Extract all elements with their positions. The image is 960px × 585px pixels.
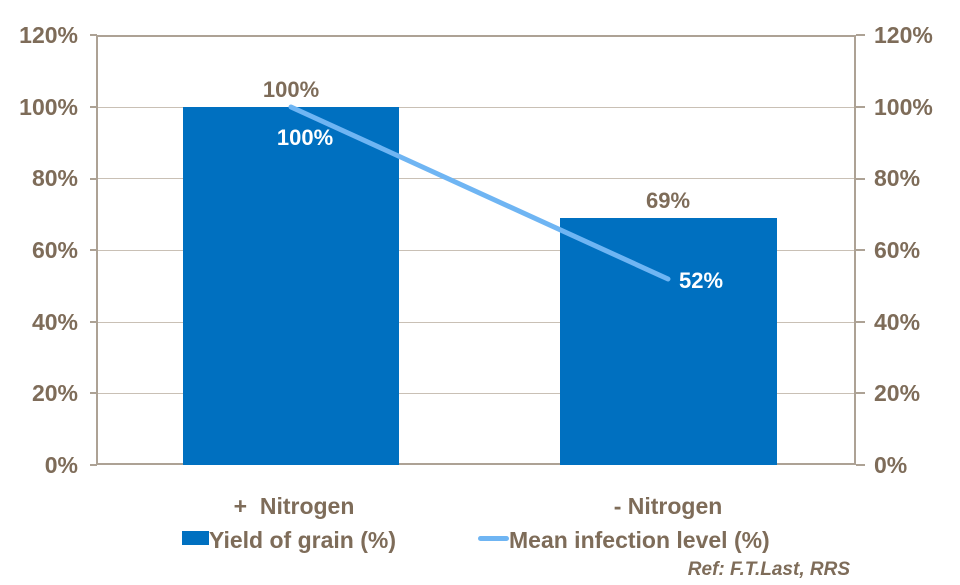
- bar-label-minus-nitrogen: 69%: [645, 188, 691, 213]
- left-tick: [90, 249, 97, 251]
- left-tick: [90, 34, 97, 36]
- y-axis-left-label-0: 0%: [44, 452, 78, 478]
- left-tick: [90, 464, 97, 466]
- gridline-20: [98, 393, 854, 394]
- y-axis-left-label-100: 100%: [19, 94, 78, 120]
- y-axis-right-label-20: 20%: [874, 380, 921, 406]
- left-tick: [90, 178, 97, 180]
- legend-item-yield: Yield of grain (%): [182, 526, 396, 554]
- legend-label-infection: Mean infection level (%): [509, 527, 770, 553]
- left-tick: [90, 106, 97, 108]
- y-axis-left-label-60: 60%: [31, 237, 78, 263]
- right-tick: [856, 34, 865, 36]
- y-axis-left-label-120: 120%: [19, 22, 78, 48]
- right-tick: [856, 464, 865, 466]
- x-axis-label-plus-nitrogen: + Nitrogen: [233, 493, 355, 519]
- y-axis-right-label-0: 0%: [874, 452, 908, 478]
- y-axis-left-label-80: 80%: [31, 165, 78, 191]
- y-axis-right-label-60: 60%: [874, 237, 921, 263]
- right-tick: [856, 321, 865, 323]
- gridline-40: [98, 322, 854, 323]
- reference-note: Ref: F.T.Last, RRS: [687, 559, 850, 580]
- bar-yield-minus-nitrogen: [560, 218, 777, 465]
- legend-item-infection: Mean infection level (%): [478, 526, 770, 554]
- legend-line-swatch-icon: [478, 535, 509, 541]
- right-tick: [856, 249, 865, 251]
- y-axis-left-label-40: 40%: [31, 309, 78, 335]
- bar-label-plus-nitrogen: 100%: [262, 77, 320, 102]
- x-axis-label-minus-nitrogen: - Nitrogen: [613, 493, 723, 519]
- left-tick: [90, 321, 97, 323]
- line-label-plus-nitrogen: 100%: [276, 125, 334, 150]
- left-tick: [90, 392, 97, 394]
- line-label-minus-nitrogen: 52%: [678, 268, 724, 293]
- right-tick: [856, 106, 865, 108]
- y-axis-left-label-20: 20%: [31, 380, 78, 406]
- y-axis-right-label-80: 80%: [874, 165, 921, 191]
- y-axis-right-label-120: 120%: [874, 22, 933, 48]
- legend-label-yield: Yield of grain (%): [209, 527, 396, 553]
- legend-bar-swatch-icon: [182, 531, 209, 545]
- right-tick: [856, 178, 865, 180]
- y-axis-right-label-100: 100%: [874, 94, 933, 120]
- y-axis-right-label-40: 40%: [874, 309, 921, 335]
- bar-yield-plus-nitrogen: [183, 107, 399, 465]
- right-tick: [856, 392, 865, 394]
